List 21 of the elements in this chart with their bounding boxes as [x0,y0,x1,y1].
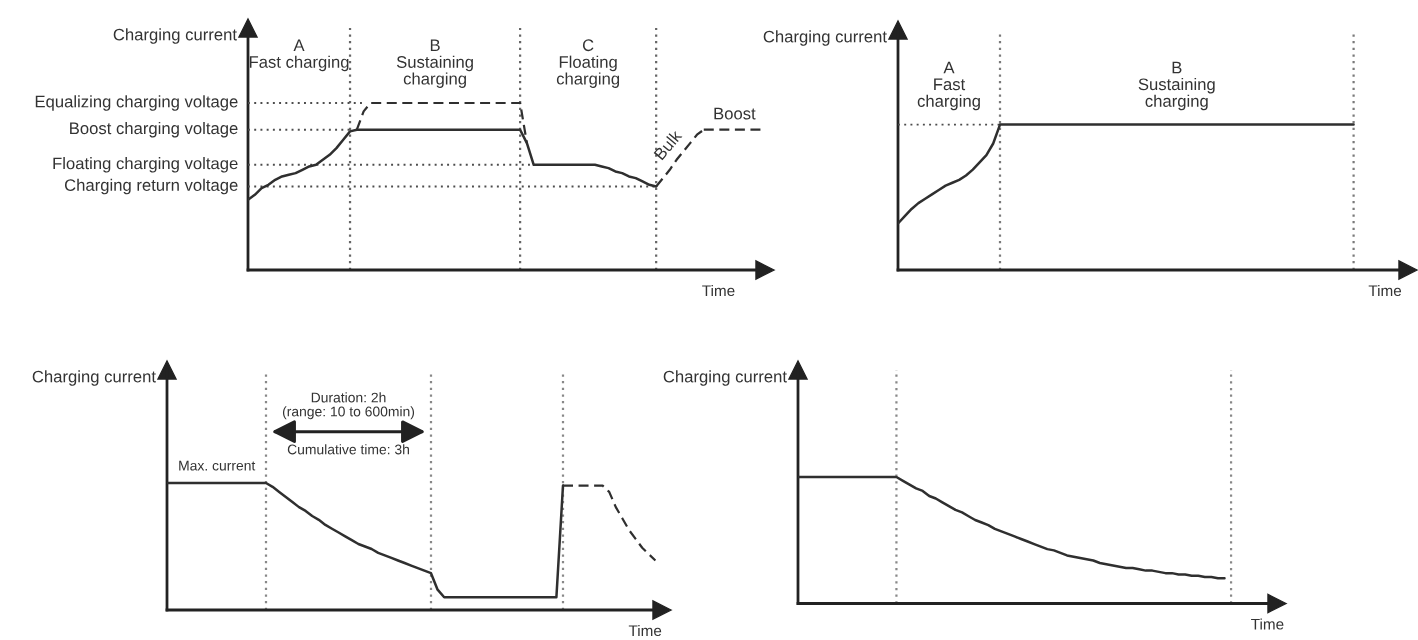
text: Duration: 2h (range: 10 to 600min) [282,392,415,420]
x-axis-title: Time [702,284,735,297]
text: Cumulative time: 3h [287,444,409,455]
series-label: Floating charging voltage [53,157,238,173]
series-label: Boost [714,107,756,120]
x-axis-title: Time [1368,284,1402,297]
text: B Sustaining charging [396,39,473,88]
text: B Sustaining charging [1138,61,1215,111]
x-axis-title: Time [1251,618,1284,630]
series-label: Boost charging voltage [70,121,238,138]
y-axis-title: Charging current [32,370,156,386]
text: C Floating charging [556,39,620,88]
text: A Fast charging [917,61,980,111]
y-axis-title: Charging current [763,30,887,46]
series-label: Equalizing charging voltage [35,95,238,111]
annotation: Max. current [179,460,256,471]
text: A Fast charging [249,39,349,72]
y-axis-title: Charging current [663,370,787,386]
y-axis-title: Charging current [113,28,237,44]
series-label: Charging return voltage [64,178,238,195]
x-axis-title: Time [628,624,662,637]
